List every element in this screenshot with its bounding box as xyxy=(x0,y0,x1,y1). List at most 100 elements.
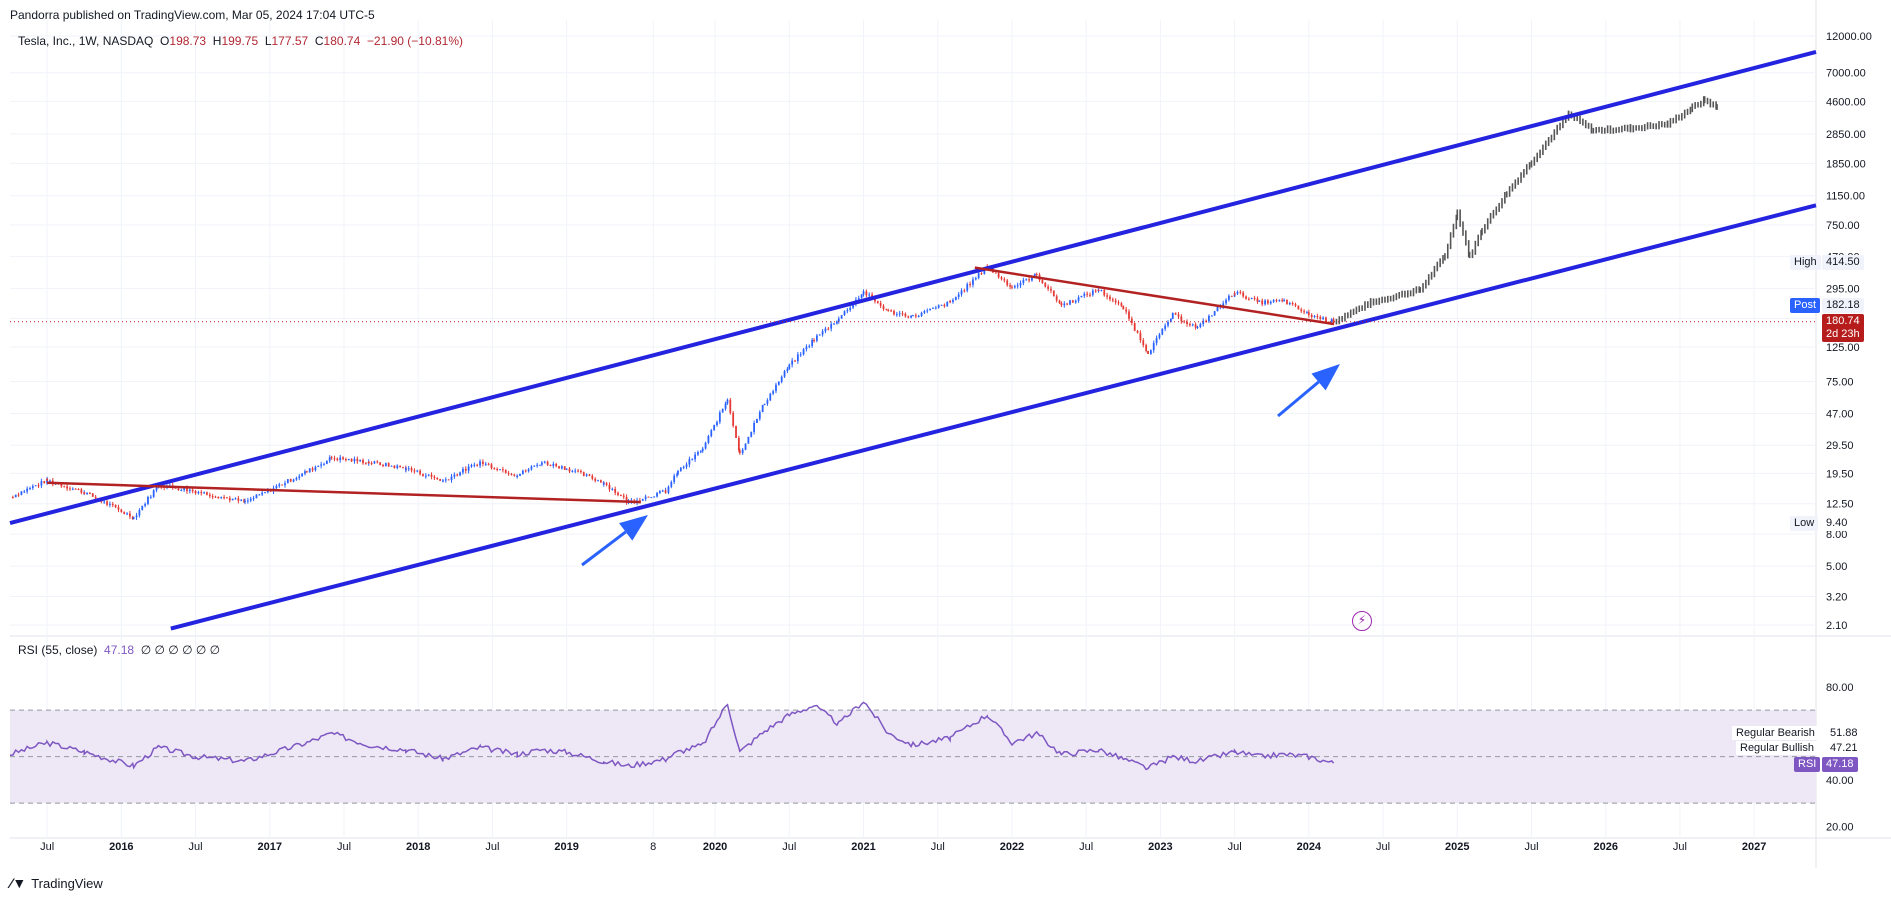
arrow-2019-bottom xyxy=(581,515,648,567)
candle-body xyxy=(14,494,17,498)
price-tick-label: 8.00 xyxy=(1826,529,1847,541)
time-tick-label: Jul xyxy=(189,841,203,853)
candle-body xyxy=(255,494,258,499)
candle-body xyxy=(504,470,507,473)
candle-body xyxy=(753,422,755,432)
candle-body xyxy=(407,468,410,470)
time-tick-label: Jul xyxy=(931,841,945,853)
candle-body xyxy=(658,491,661,493)
candle-body xyxy=(342,457,344,460)
candle-body xyxy=(135,515,138,518)
candle-body xyxy=(402,467,404,469)
candle-body xyxy=(311,468,314,471)
tradingview-brand[interactable]: ⁄▼ TradingView xyxy=(10,875,103,891)
candle-body xyxy=(1128,311,1130,319)
candle-body xyxy=(479,461,481,463)
candle-body xyxy=(653,496,656,498)
candle-body xyxy=(1288,303,1291,305)
candle-body xyxy=(536,464,539,466)
candle-body xyxy=(582,472,585,476)
candle-body xyxy=(1155,337,1158,344)
time-tick-label: 2024 xyxy=(1297,841,1322,853)
candle-body xyxy=(86,492,88,495)
candle-body xyxy=(697,452,699,455)
candle-body xyxy=(677,470,679,475)
candle-body xyxy=(890,310,893,312)
candle-body xyxy=(1191,324,1194,326)
candle-body xyxy=(1111,299,1114,301)
candle-body xyxy=(1044,283,1047,287)
candle-body xyxy=(835,321,838,324)
candle-body xyxy=(91,493,94,497)
candle-body xyxy=(656,492,658,497)
candle-body xyxy=(1272,300,1275,302)
candle-body xyxy=(766,400,769,404)
candle-body xyxy=(1006,280,1009,286)
candle-body xyxy=(473,464,476,466)
time-tick-label: 2023 xyxy=(1148,841,1172,853)
candle-body xyxy=(1210,315,1213,317)
candle-body xyxy=(264,492,266,494)
candle-body xyxy=(738,450,741,454)
candle-body xyxy=(249,498,252,501)
candle-body xyxy=(940,304,943,306)
candle-body xyxy=(120,509,123,512)
candle-body xyxy=(724,403,727,409)
candle-body xyxy=(1267,300,1269,304)
candle-body xyxy=(912,315,914,317)
candle-body xyxy=(301,473,304,477)
candle-body xyxy=(323,463,325,465)
candle-body xyxy=(966,284,969,291)
candle-body xyxy=(813,339,815,341)
candle-body xyxy=(1120,303,1123,306)
candle-body xyxy=(1332,319,1335,324)
candle-body xyxy=(289,479,292,482)
candle-body xyxy=(203,492,206,494)
candle-body xyxy=(450,476,453,480)
low-tag-value: 9.40 xyxy=(1822,516,1852,531)
candle-body xyxy=(783,371,786,377)
candle-body xyxy=(226,497,228,499)
candle-body xyxy=(138,510,141,516)
candle-body xyxy=(799,354,802,356)
lightning-icon[interactable]: ⚡ xyxy=(1352,611,1372,631)
high-tag-value: 414.50 xyxy=(1822,255,1864,270)
time-tick-label: Jul xyxy=(782,841,796,853)
candle-body xyxy=(1077,297,1080,301)
candle-body xyxy=(969,284,971,286)
candle-body xyxy=(83,492,86,495)
candle-body xyxy=(917,315,920,317)
candle-body xyxy=(513,474,516,476)
candle-body xyxy=(69,488,71,490)
candle-body xyxy=(763,403,766,406)
time-tick-label: 2026 xyxy=(1593,841,1617,853)
price-tick-label: 12000.00 xyxy=(1826,31,1872,43)
candle-body xyxy=(1000,277,1003,280)
candle-body xyxy=(1158,334,1161,338)
candle-body xyxy=(558,466,560,469)
price-tick-label: 125.00 xyxy=(1826,342,1860,354)
rsi-tag-value: 47.18 xyxy=(1822,757,1858,772)
price-tick-label: 2.10 xyxy=(1826,620,1847,632)
candle-body xyxy=(588,474,591,476)
candle-body xyxy=(80,489,83,493)
candle-body xyxy=(1180,316,1183,322)
candle-body xyxy=(1058,300,1061,304)
time-tick-label: 2020 xyxy=(703,841,727,853)
candle-body xyxy=(444,479,447,481)
candle-body xyxy=(464,468,467,471)
candle-body xyxy=(934,307,937,309)
candle-body xyxy=(833,323,835,325)
candle-body xyxy=(197,492,200,494)
candle-body xyxy=(974,277,977,280)
candle-body xyxy=(467,466,470,471)
candle-body xyxy=(1286,299,1288,305)
candle-body xyxy=(761,405,764,413)
candle-body xyxy=(325,460,328,464)
price-tick-label: 4600.00 xyxy=(1826,96,1866,108)
candle-body xyxy=(490,464,493,469)
candle-body xyxy=(1169,318,1172,322)
candle-body xyxy=(292,479,295,482)
candle-body xyxy=(286,479,289,484)
